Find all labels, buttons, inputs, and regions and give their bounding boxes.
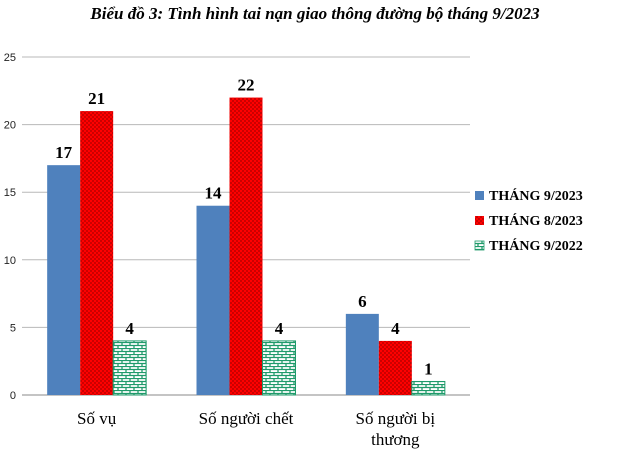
y-axis-ticks: 0 5 10 15 20 25 (4, 52, 16, 402)
x-tick-label: Số vụ (77, 409, 117, 428)
data-label: 17 (55, 143, 73, 162)
bar (80, 111, 114, 395)
x-axis-ticks: Số vụ Số người chết Số người bị thương (77, 409, 435, 449)
data-label: 4 (275, 319, 284, 338)
y-tick-label: 25 (4, 52, 16, 64)
y-tick-label: 15 (4, 187, 16, 199)
legend-label: THÁNG 9/2023 (489, 187, 583, 204)
data-label: 1 (424, 359, 433, 378)
x-tick-label: Số người bị (356, 409, 436, 428)
legend: THÁNG 9/2023 THÁNG 8/2023 THÁNG 9/2022 (474, 187, 583, 254)
bars (47, 97, 446, 396)
bar (196, 205, 230, 395)
x-tick-label: Số người chết (199, 409, 294, 428)
bar (378, 340, 412, 395)
bar (112, 340, 147, 396)
data-label: 4 (125, 319, 134, 338)
y-tick-label: 10 (4, 255, 16, 267)
legend-swatch (475, 216, 484, 225)
legend-swatch (475, 191, 484, 200)
y-tick-label: 0 (10, 390, 16, 402)
data-labels: 17 21 4 14 22 4 6 4 1 (55, 76, 432, 379)
y-tick-label: 5 (10, 322, 16, 334)
x-tick-label: thương (371, 430, 420, 449)
data-label: 4 (391, 319, 400, 338)
bar (345, 313, 379, 395)
y-tick-label: 20 (4, 120, 16, 132)
bar (229, 97, 263, 395)
legend-label: THÁNG 8/2023 (489, 212, 583, 229)
data-label: 6 (358, 292, 367, 311)
bar (262, 340, 296, 396)
bar (47, 165, 81, 395)
bar (411, 380, 446, 396)
data-label: 14 (205, 184, 223, 203)
data-label: 21 (88, 89, 105, 108)
data-label: 22 (238, 76, 255, 95)
chart-title: Biểu đồ 3: Tình hình tai nạn giao thông … (89, 4, 540, 23)
legend-swatch (474, 240, 485, 251)
legend-label: THÁNG 9/2022 (489, 237, 583, 254)
